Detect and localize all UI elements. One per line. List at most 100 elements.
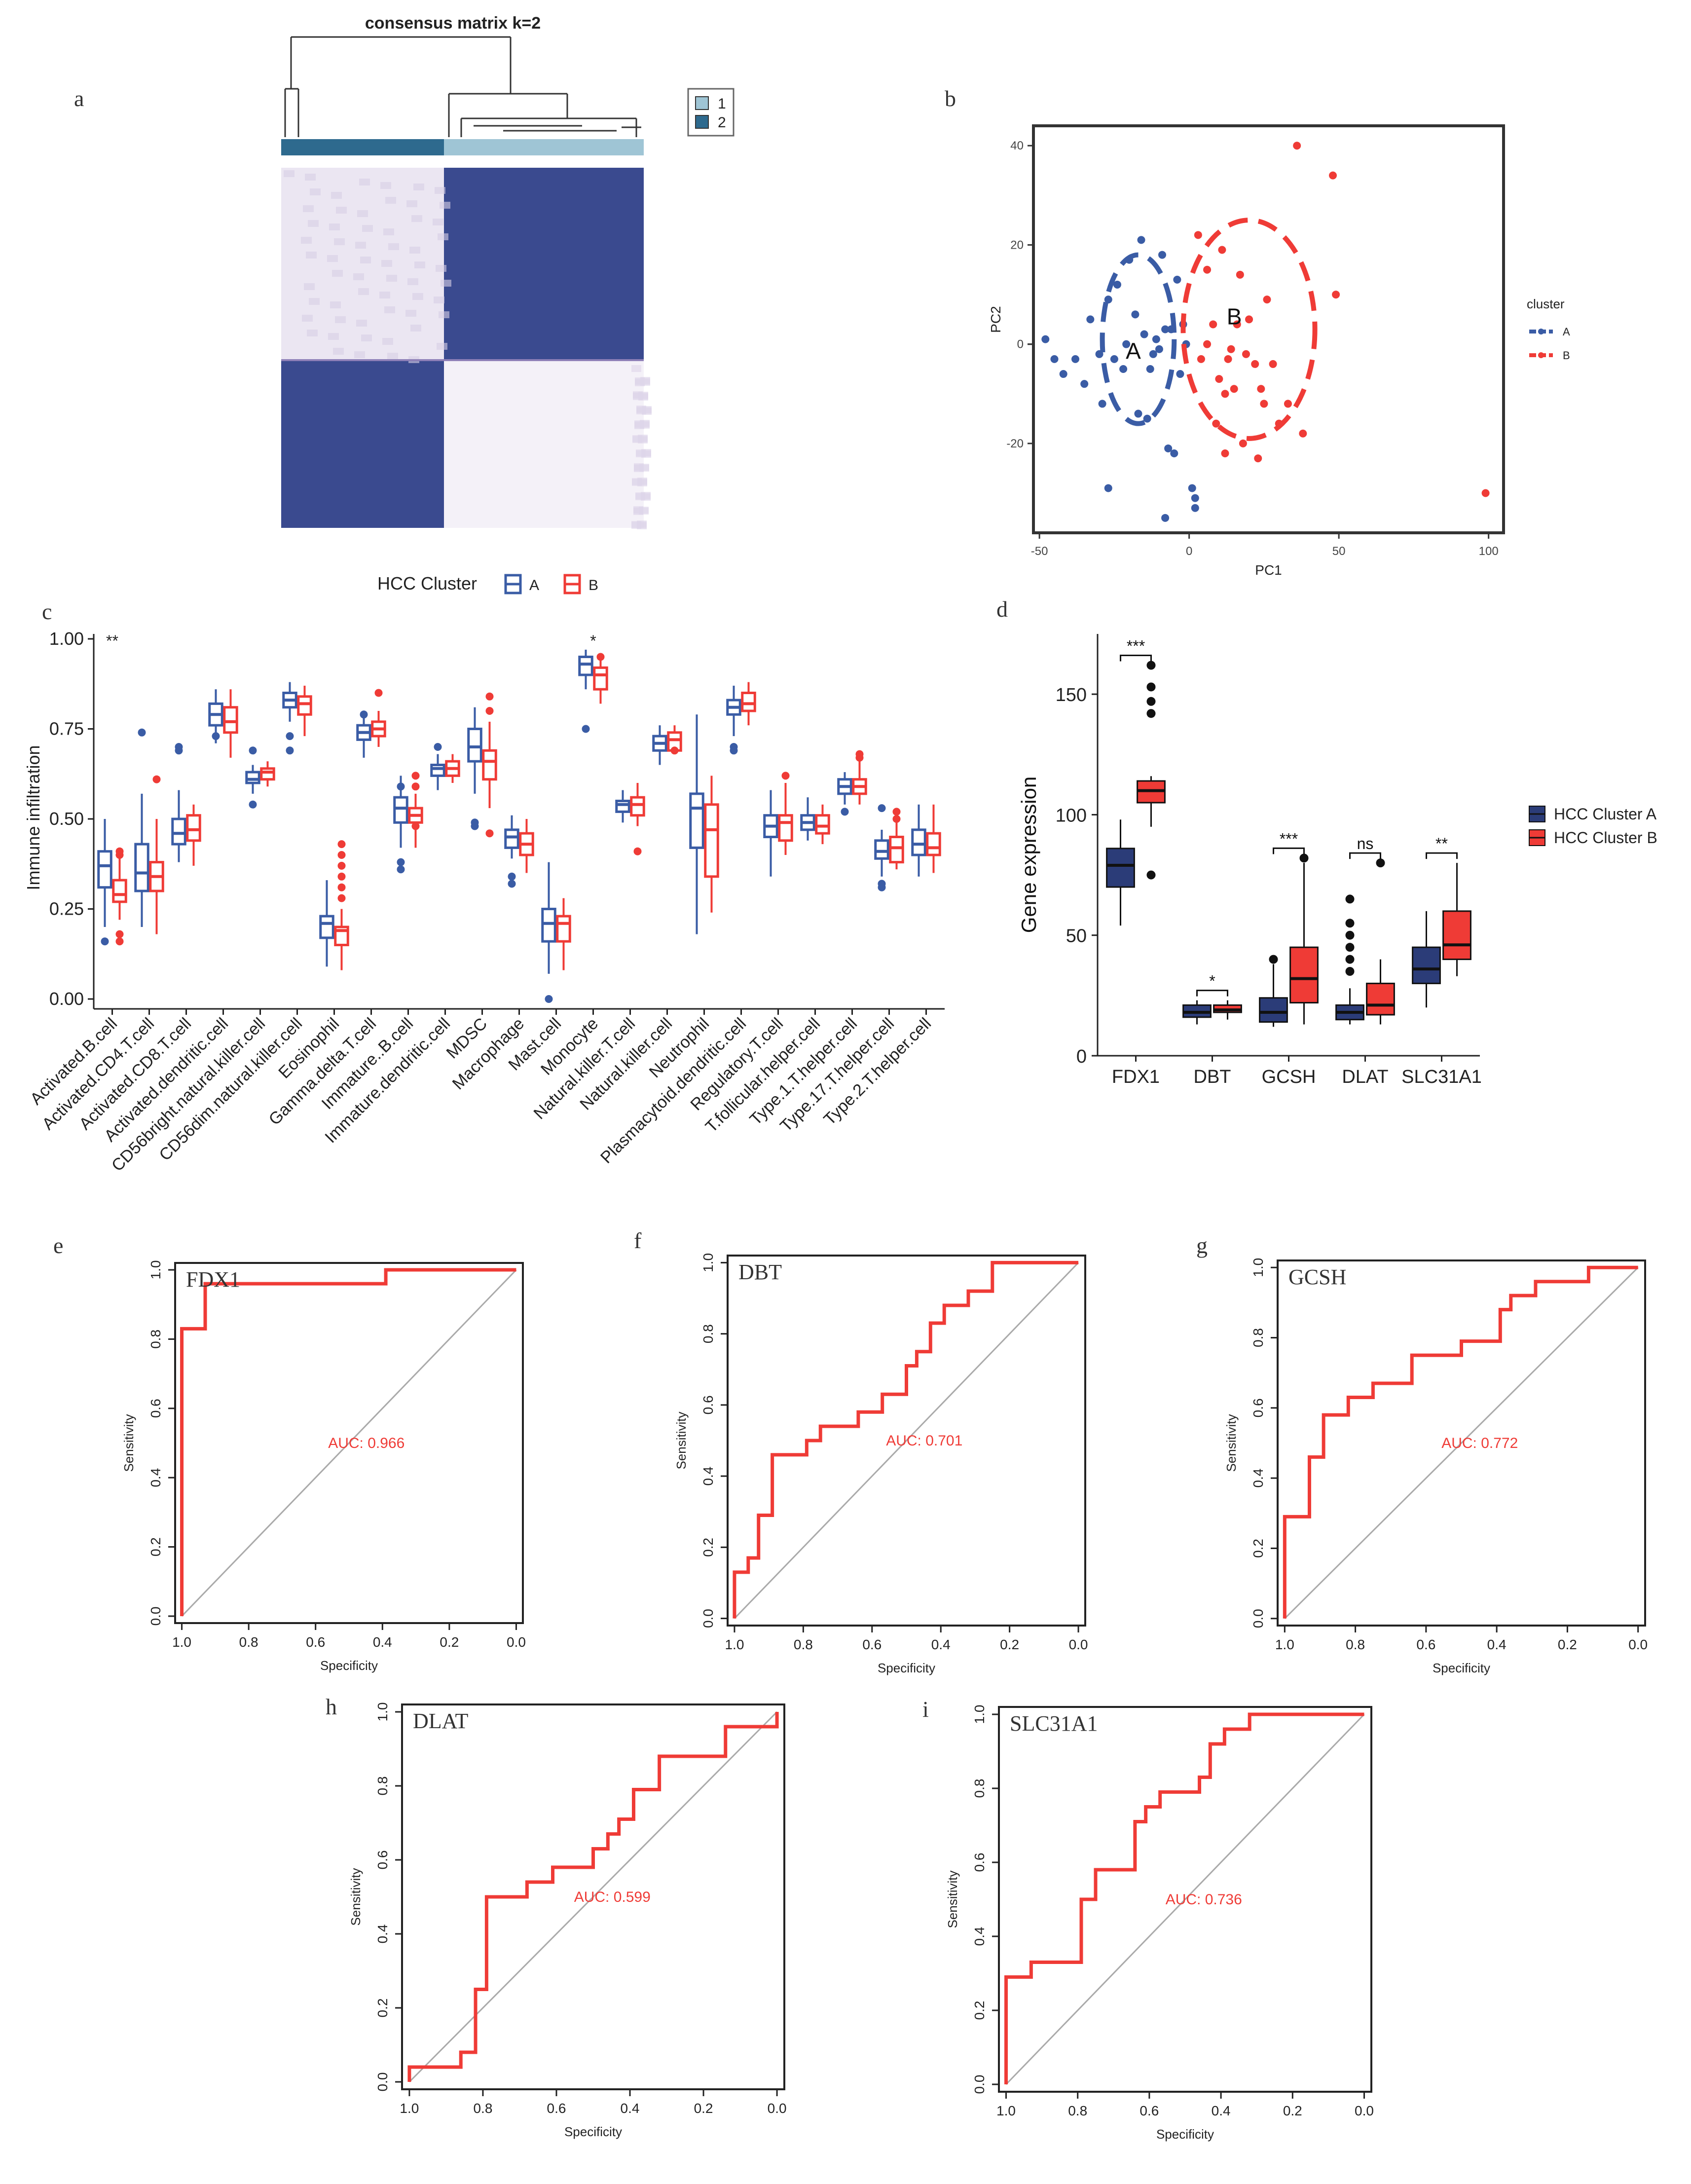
outlier-point	[1146, 682, 1156, 692]
x-tick-label: 0.2	[1283, 2103, 1302, 2118]
scatter-point	[1146, 365, 1154, 373]
diagonal-reference	[1284, 1267, 1639, 1619]
box-series-B	[112, 653, 941, 970]
outlier-point	[115, 851, 124, 859]
box	[911, 828, 926, 856]
outlier-point	[337, 840, 346, 849]
x-tick-label: DBT	[1194, 1067, 1231, 1087]
heatmap-cell	[332, 270, 343, 277]
heatmap-cell	[388, 243, 399, 250]
y-tick-label: 0.2	[972, 2001, 987, 2020]
roc-curve	[1283, 1265, 1638, 1619]
outlier-point	[855, 753, 864, 762]
heatmap-cell	[414, 261, 425, 268]
x-tick-label: 100	[1479, 545, 1499, 558]
auc-label: AUC: 0.736	[1166, 1891, 1242, 1908]
x-tick-label: 1.0	[172, 1634, 191, 1650]
outlier-point	[730, 746, 738, 755]
heatmap-cell	[380, 182, 391, 189]
box	[615, 800, 630, 813]
heatmap-cell	[410, 325, 421, 332]
plot-frame	[727, 1255, 1086, 1627]
x-tick-label: 0.0	[1355, 2103, 1374, 2118]
x-axis-label: Specificity	[878, 1661, 935, 1675]
heatmap-cluster2-block	[281, 360, 444, 528]
heatmap-cell	[383, 228, 394, 235]
outlier-point	[1146, 709, 1156, 718]
heatmap-texture	[284, 170, 652, 529]
y-axis-label: Sensitivity	[348, 1868, 363, 1925]
box	[889, 836, 904, 864]
outlier-point	[633, 847, 642, 855]
heatmap-cell	[362, 225, 373, 232]
heatmap-cell	[640, 377, 650, 384]
heatmap-cell	[301, 237, 312, 244]
heatmap-cell	[381, 260, 392, 267]
x-tick-label: 0.4	[931, 1637, 951, 1652]
scatter-point	[1176, 370, 1184, 378]
box	[778, 814, 793, 842]
y-tick-label: 0.2	[148, 1537, 163, 1556]
box-series-A	[97, 649, 926, 1003]
y-tick-label: 0.4	[972, 1927, 987, 1946]
legend-label-A: A	[1563, 326, 1570, 338]
box	[593, 666, 608, 691]
scatter-point	[1071, 355, 1079, 363]
box	[297, 695, 312, 716]
significance-bracket	[1426, 852, 1458, 859]
y-tick-label: 0.0	[375, 2073, 390, 2092]
scatter-point	[1098, 400, 1106, 408]
scatter-point	[1188, 484, 1196, 492]
scatter-point	[1131, 310, 1140, 319]
dendrogram	[284, 36, 641, 137]
outlier-point	[115, 937, 124, 946]
scatter-point	[1140, 330, 1148, 338]
y-tick-label: -20	[1006, 437, 1024, 450]
x-tick-label: 0.0	[507, 1634, 526, 1650]
heatmap-cell	[327, 255, 338, 262]
outlier-point	[152, 775, 161, 783]
cluster-ellipse	[1180, 218, 1318, 441]
legend-swatch-2	[695, 115, 709, 129]
y-tick-label: 0.50	[49, 809, 84, 829]
outlier-point	[841, 808, 849, 816]
outlier-point	[397, 865, 405, 874]
x-tick-label: 0.6	[1140, 2103, 1159, 2118]
significance-label: ***	[1280, 830, 1298, 848]
heatmap-cell	[407, 278, 418, 285]
scatter-point	[1164, 444, 1173, 452]
box-series	[1106, 819, 1441, 1027]
box	[704, 803, 719, 878]
scatter-point	[1161, 514, 1170, 522]
heatmap-cell	[308, 220, 319, 227]
heatmap-title: consensus matrix k=2	[365, 14, 541, 33]
x-tick-label: 0.8	[473, 2101, 492, 2116]
significance-bracket	[1196, 990, 1228, 997]
heatmap-cell	[636, 406, 646, 412]
scatter-point	[1242, 350, 1250, 358]
y-axis-label: PC2	[988, 306, 1003, 333]
box	[689, 792, 704, 849]
outlier-point	[892, 808, 901, 816]
legend-title: cluster	[1527, 296, 1565, 311]
x-tick-label: 0.4	[1212, 2103, 1231, 2118]
scatter-point	[1137, 236, 1145, 244]
outlier-point	[138, 728, 146, 737]
heatmap-cell	[284, 170, 294, 177]
heatmap-cell	[356, 320, 367, 327]
x-tick-label: 0.4	[621, 2101, 640, 2116]
y-axis-label: Sensitivity	[1224, 1414, 1239, 1472]
y-axis-label: Sensitivity	[121, 1414, 136, 1472]
heatmap-cell	[329, 223, 340, 230]
heatmap-cell	[331, 192, 342, 199]
panel-letter-e: e	[53, 1233, 63, 1258]
auc-label: AUC: 0.701	[886, 1433, 962, 1449]
heatmap-cell	[354, 351, 365, 358]
scatter-point	[1086, 315, 1095, 324]
box	[319, 915, 334, 939]
panel-d-gene-expression-boxplot: d 0 50 100 150 Gene expression FDX1 DBT GCSH DLAT…	[996, 596, 1657, 1087]
scatter-point	[1284, 400, 1292, 408]
scatter-point	[1260, 400, 1268, 408]
y-tick-label: 1.00	[49, 629, 84, 649]
scatter-point	[1221, 390, 1229, 398]
